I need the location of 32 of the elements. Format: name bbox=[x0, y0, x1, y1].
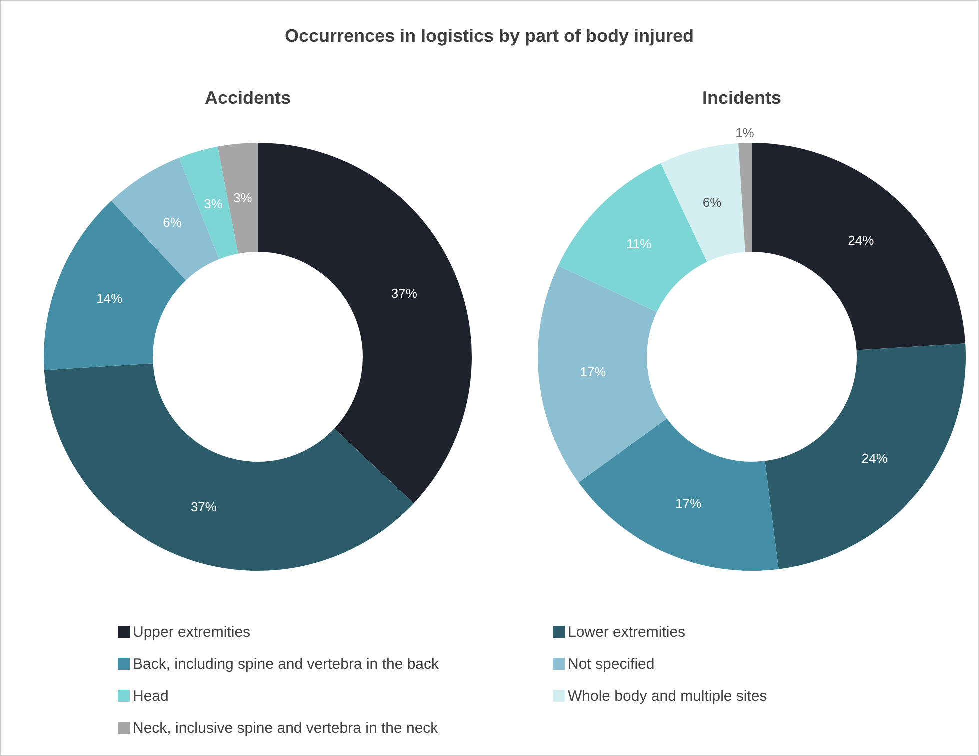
donut-slice bbox=[258, 143, 472, 504]
chart-subtitle: Accidents bbox=[204, 88, 292, 109]
donut-slice bbox=[765, 344, 966, 570]
data-label: 3% bbox=[204, 196, 224, 212]
data-label: 14% bbox=[96, 290, 124, 306]
data-label: 1% bbox=[736, 126, 755, 141]
legend-label: Back, including spine and vertebra in the back bbox=[133, 656, 440, 672]
data-label: 6% bbox=[702, 195, 722, 210]
donut-slice bbox=[578, 418, 779, 571]
chart-title: Occurrences in logistics by part of body injured bbox=[284, 26, 696, 47]
donut-slice bbox=[538, 266, 668, 483]
data-label: 24% bbox=[848, 233, 875, 248]
legend-label: Not specified bbox=[568, 656, 655, 672]
data-label: 6% bbox=[163, 214, 182, 230]
data-label: 24% bbox=[862, 451, 888, 466]
legend-label: Lower extremities bbox=[568, 624, 686, 640]
chart-subtitle: Incidents bbox=[701, 88, 782, 109]
data-label: 17% bbox=[676, 496, 702, 511]
donut-slice bbox=[44, 364, 414, 571]
legend-label: Whole body and multiple sites bbox=[568, 688, 768, 704]
data-label: 11% bbox=[626, 236, 652, 252]
data-label: 3% bbox=[234, 190, 253, 206]
data-label: 37% bbox=[391, 286, 418, 302]
donut-slice bbox=[660, 143, 746, 262]
legend-label: Neck, inclusive spine and vertebra in the neck bbox=[133, 720, 438, 736]
legend-label: Head bbox=[133, 688, 169, 704]
donut-slice bbox=[752, 143, 966, 350]
legend-label: Upper extremities bbox=[133, 624, 251, 640]
donut-slice bbox=[738, 143, 752, 252]
data-label: 17% bbox=[580, 364, 607, 380]
donut-slice bbox=[44, 201, 186, 370]
data-label: 37% bbox=[190, 500, 218, 515]
